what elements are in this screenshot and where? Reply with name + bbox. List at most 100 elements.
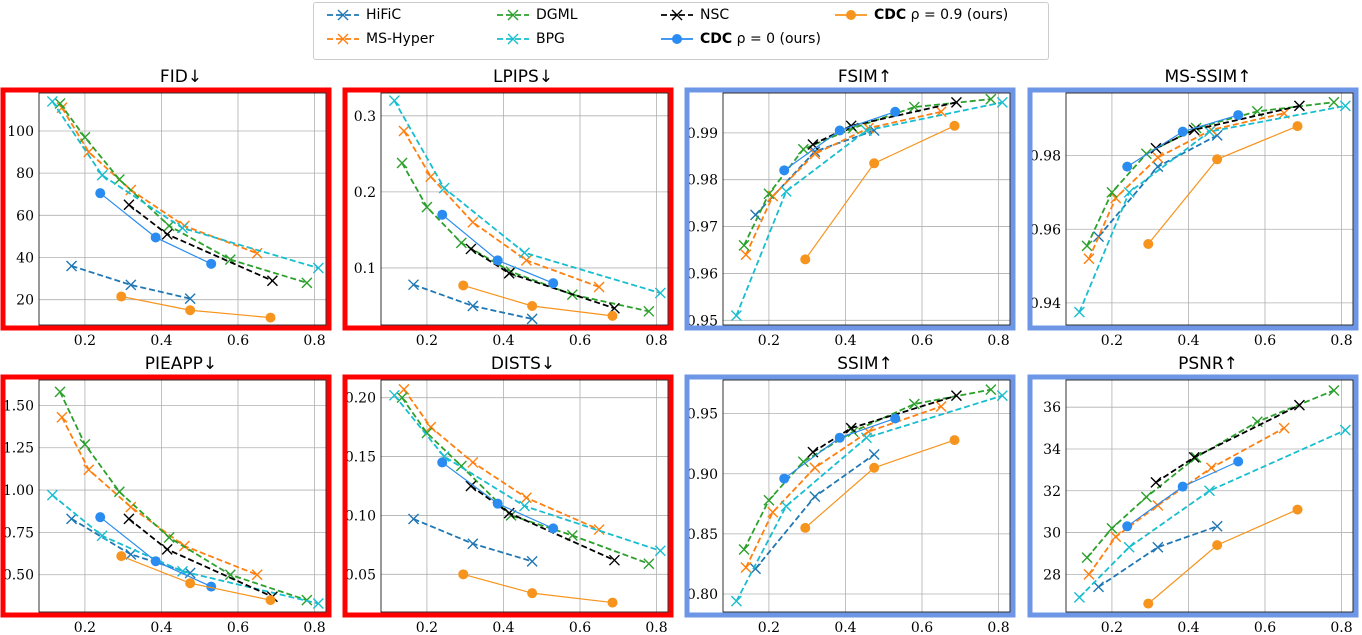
data-point-cdc0 bbox=[548, 523, 559, 534]
series-line-dgml bbox=[59, 391, 308, 602]
legend-entry-nsc: NSC bbox=[660, 7, 729, 23]
data-point-hific bbox=[408, 279, 420, 291]
x-tick-label: 0.2 bbox=[416, 620, 438, 635]
y-tick-label: 0.98 bbox=[1030, 149, 1061, 165]
subplot-title: SSIM↑ bbox=[837, 354, 893, 374]
series-line-bpg bbox=[735, 394, 1003, 602]
data-point-cdc0 bbox=[834, 432, 845, 443]
series-line-hific bbox=[413, 283, 533, 320]
data-point-dgml bbox=[301, 277, 313, 289]
data-point-cdc0 bbox=[150, 232, 161, 243]
data-point-dgml bbox=[224, 569, 236, 581]
highlight-frame bbox=[342, 374, 674, 618]
x-tick-label: 0.2 bbox=[1101, 333, 1123, 349]
data-point-bpg bbox=[730, 595, 742, 607]
data-point-mshyper bbox=[1083, 568, 1095, 580]
data-point-cdc0 bbox=[890, 106, 901, 117]
data-point-nsc bbox=[1188, 124, 1200, 136]
y-tick-label: 40 bbox=[16, 251, 34, 267]
data-point-cdc0 bbox=[1233, 456, 1244, 467]
data-point-dgml bbox=[54, 98, 66, 110]
data-point-hific bbox=[1093, 231, 1105, 243]
y-tick-label: 0.99 bbox=[687, 126, 718, 142]
data-point-hific bbox=[750, 209, 762, 221]
x-tick-label: 0.2 bbox=[74, 620, 96, 635]
y-tick-label: 1.00 bbox=[3, 483, 34, 499]
subplot-psnr: 0.2 0.4 0.6 0.8 28 30 32 34 36 PSNR↑ bbox=[1027, 354, 1359, 635]
legend-label: NSC bbox=[700, 7, 730, 23]
highlight-frame bbox=[0, 87, 332, 331]
data-point-cdc9 bbox=[116, 551, 127, 562]
x-tick-label: 0.6 bbox=[911, 333, 933, 349]
data-point-hific bbox=[1211, 520, 1223, 532]
data-point-dgml bbox=[396, 392, 408, 404]
data-point-cdc9 bbox=[869, 158, 880, 169]
data-point-dgml bbox=[847, 426, 859, 438]
data-point-dgml bbox=[113, 173, 125, 185]
subplot-fsim: 0.2 0.4 0.6 0.8 0.95 0.96 0.97 0.98 0.99 FSIM↑ bbox=[684, 67, 1016, 349]
y-tick-label: 0.97 bbox=[687, 220, 718, 236]
legend-marker bbox=[672, 34, 682, 44]
data-point-hific bbox=[184, 293, 196, 305]
data-point-hific bbox=[809, 491, 821, 503]
legend-label-bold: CDC bbox=[700, 31, 733, 47]
legend-swatch bbox=[497, 33, 529, 45]
x-tick-label: 0.8 bbox=[1330, 620, 1352, 635]
subplot-title: PSNR↑ bbox=[1178, 354, 1238, 374]
data-point-cdc9 bbox=[527, 588, 538, 599]
data-point-bpg bbox=[1204, 485, 1215, 497]
data-point-cdc0 bbox=[1177, 126, 1188, 137]
data-point-cdc9 bbox=[607, 310, 618, 321]
data-point-dgml bbox=[566, 529, 578, 541]
data-point-bpg bbox=[388, 95, 400, 107]
data-point-hific bbox=[125, 548, 137, 560]
series-line-dgml bbox=[401, 397, 650, 565]
subplot-ssim: 0.2 0.4 0.6 0.8 0.80 0.85 0.90 0.95 SSIM↑ bbox=[684, 354, 1016, 635]
data-point-bpg bbox=[438, 182, 450, 194]
x-tick-label: 0.4 bbox=[1177, 333, 1199, 349]
data-point-bpg bbox=[46, 95, 58, 107]
data-point-dgml bbox=[763, 494, 775, 506]
data-point-bpg bbox=[96, 530, 108, 542]
y-tick-label: 1.25 bbox=[3, 441, 34, 457]
data-point-nsc bbox=[123, 513, 135, 525]
data-point-bpg bbox=[1204, 126, 1215, 138]
legend-swatch bbox=[497, 9, 529, 21]
data-point-dgml bbox=[1081, 552, 1093, 564]
data-point-mshyper bbox=[593, 281, 605, 293]
y-tick-label: 0.94 bbox=[1030, 296, 1061, 312]
axes-box bbox=[38, 379, 327, 613]
series-line-hific bbox=[1098, 525, 1218, 588]
y-tick-label: 0.50 bbox=[3, 568, 34, 584]
x-tick-label: 0.4 bbox=[492, 333, 514, 349]
data-point-cdc9 bbox=[185, 578, 196, 589]
data-point-bpg bbox=[1073, 591, 1085, 603]
data-point-nsc bbox=[161, 543, 173, 555]
highlight-frame bbox=[342, 87, 674, 331]
axes-box bbox=[380, 379, 669, 613]
series-line-bpg bbox=[735, 101, 1003, 316]
y-tick-label: 0.1 bbox=[354, 261, 376, 277]
legend-label: BPG bbox=[536, 31, 565, 47]
x-tick-label: 0.8 bbox=[303, 620, 325, 635]
data-point-hific bbox=[467, 538, 479, 550]
highlight-frame bbox=[0, 374, 332, 618]
data-point-mshyper bbox=[425, 421, 437, 433]
data-point-cdc9 bbox=[1212, 540, 1223, 551]
data-point-bpg bbox=[388, 389, 400, 401]
subplot-title: DISTS↓ bbox=[491, 354, 555, 374]
x-tick-label: 0.6 bbox=[227, 620, 249, 635]
series-line-nsc bbox=[812, 101, 957, 146]
data-point-cdc9 bbox=[1143, 238, 1154, 249]
data-point-dgml bbox=[797, 143, 809, 155]
data-point-bpg bbox=[46, 489, 58, 501]
data-point-mshyper bbox=[740, 562, 752, 574]
data-point-mshyper bbox=[1110, 192, 1122, 204]
data-point-hific bbox=[66, 260, 78, 272]
legend-entry-cdc0: CDC ρ = 0 (ours) bbox=[660, 31, 821, 47]
axes-box bbox=[1065, 379, 1354, 613]
legend: HiFiC MS-Hyper DGML BPG NSC CDC ρ = 0 (ours) C… bbox=[313, 2, 1049, 60]
data-point-bpg bbox=[861, 432, 872, 444]
legend-label: MS-Hyper bbox=[366, 31, 435, 47]
series-line-hific bbox=[413, 518, 533, 563]
